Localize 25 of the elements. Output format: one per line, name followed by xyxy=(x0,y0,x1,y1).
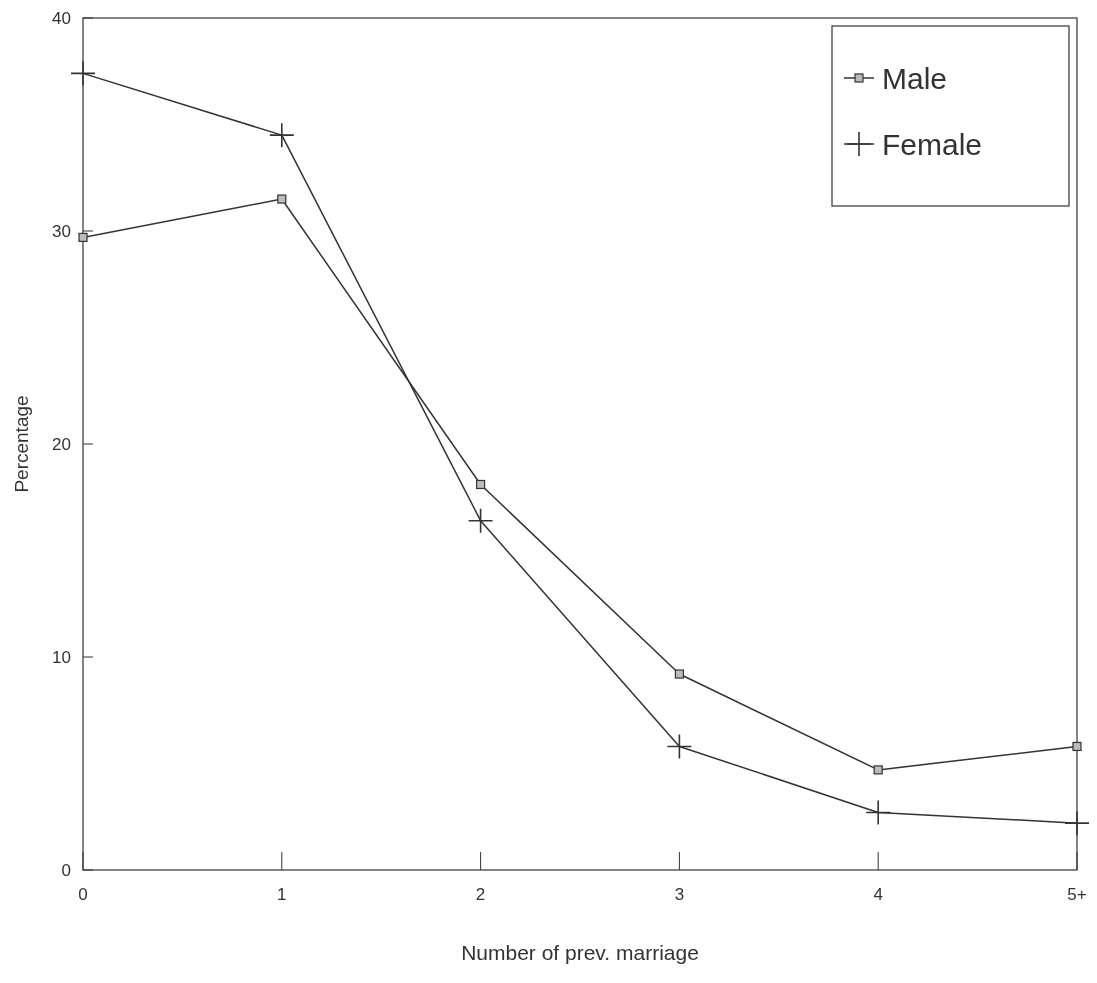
y-tick-label: 40 xyxy=(52,8,71,28)
legend-label: Female xyxy=(882,127,983,161)
x-tick-label: 2 xyxy=(475,885,486,904)
point xyxy=(78,232,88,242)
y-axis-title: Percentage xyxy=(11,395,32,493)
x-tick-label: 3 xyxy=(674,885,685,904)
x-tick-label: 0 xyxy=(78,885,88,904)
x-tick-label: 4 xyxy=(873,885,883,904)
point xyxy=(1065,811,1089,836)
x-tick-label: 1 xyxy=(277,885,287,904)
x-axis-title: Number of prev. marriage xyxy=(461,941,699,964)
point xyxy=(866,800,891,825)
point xyxy=(1072,741,1082,752)
y-tick-label: 20 xyxy=(52,434,71,454)
legend-label: Male xyxy=(882,61,948,95)
y-tick-label: 30 xyxy=(52,221,71,241)
x-tick-label: 5+ xyxy=(1067,885,1087,904)
point xyxy=(674,669,684,679)
point xyxy=(873,765,883,775)
point xyxy=(269,123,294,148)
point xyxy=(277,194,287,204)
y-tick-label: 0 xyxy=(61,860,71,880)
y-tick-label: 10 xyxy=(52,647,71,667)
point xyxy=(476,479,486,490)
point xyxy=(71,61,95,86)
